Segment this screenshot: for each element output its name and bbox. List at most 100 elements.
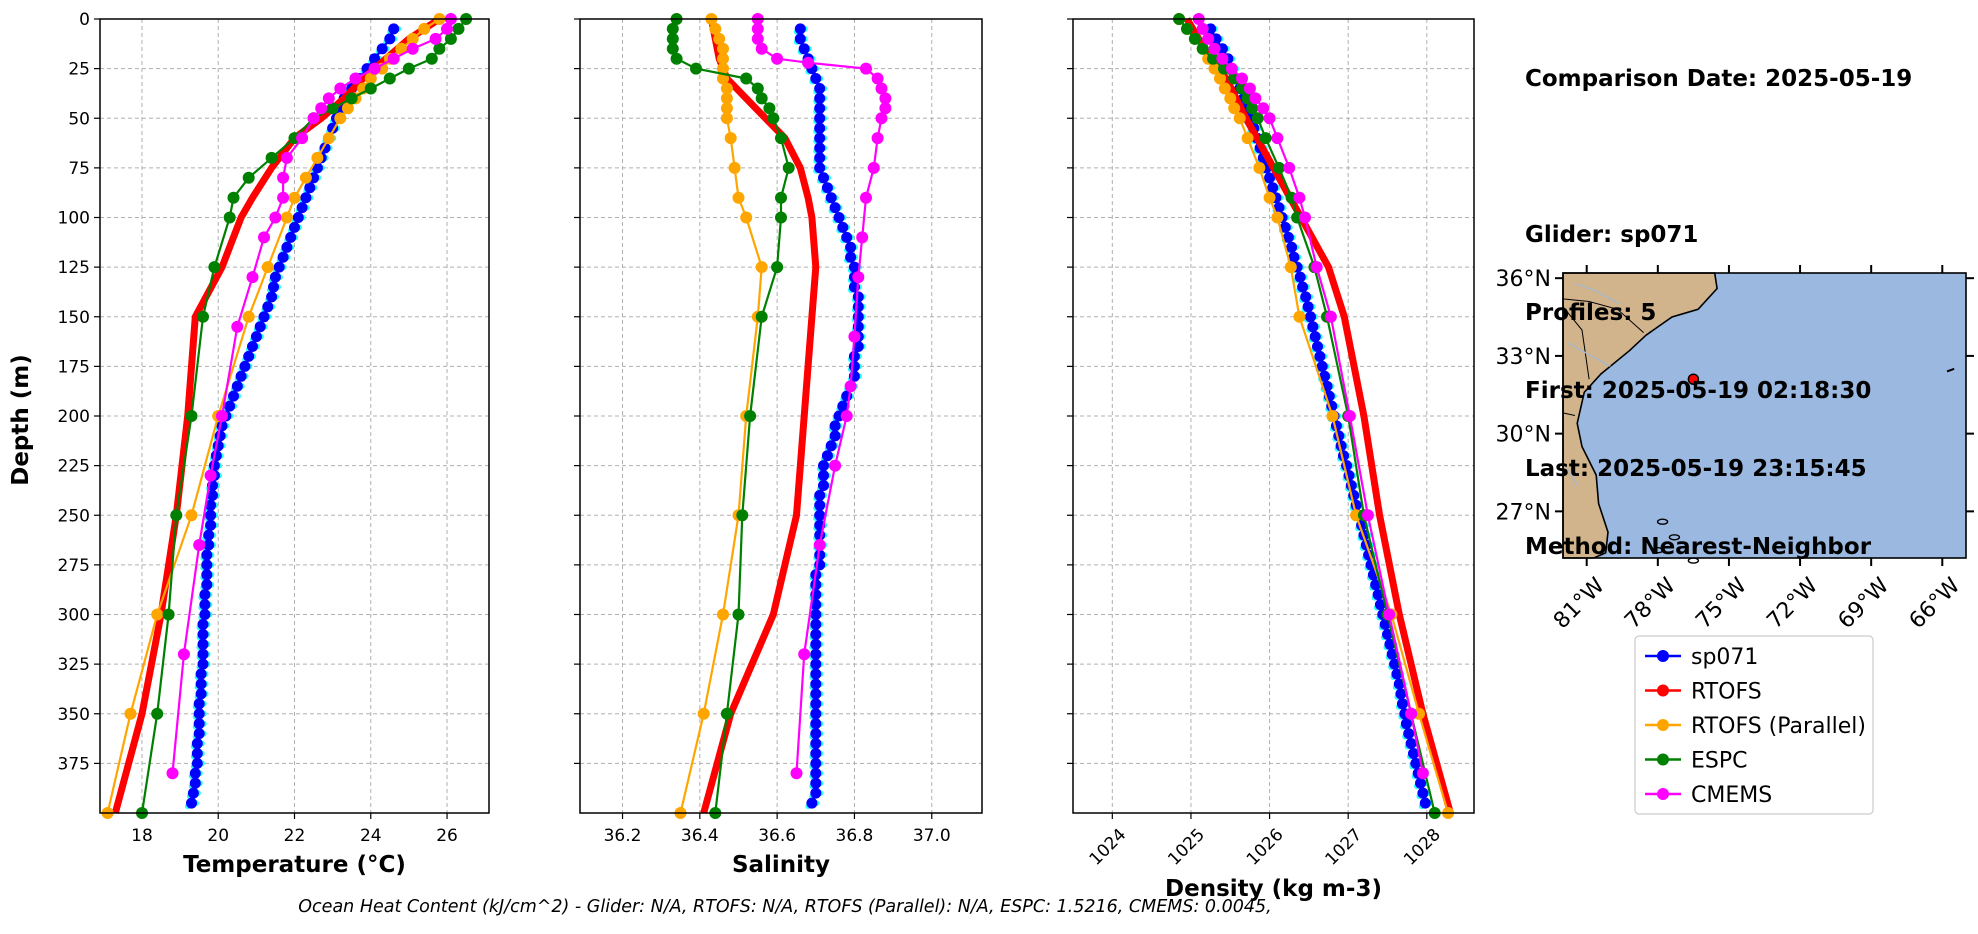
y-tick-label: 300: [58, 606, 90, 626]
data-point: [1302, 301, 1314, 313]
data-point: [810, 728, 822, 740]
series-rtofs-parallel: [674, 13, 768, 819]
axes-frame: [579, 18, 983, 814]
y-tick-label: 175: [58, 357, 90, 377]
data-point: [666, 32, 679, 45]
data-point: [265, 151, 278, 164]
ocean-heat-content-note: Ocean Heat Content (kJ/cm^2) - Glider: N…: [298, 897, 1272, 917]
data-point: [709, 22, 722, 35]
y-tick-label: 25: [68, 60, 90, 80]
data-point: [1410, 757, 1422, 769]
data-point: [406, 42, 419, 55]
data-point: [1196, 22, 1209, 35]
data-point: [717, 42, 729, 55]
data-point: [311, 151, 324, 164]
lon-tick-label: 66°W: [1905, 573, 1966, 634]
data-point: [1326, 410, 1339, 422]
legend-label: RTOFS: [1691, 680, 1762, 705]
data-point: [1400, 718, 1412, 730]
y-tick-label: 275: [58, 556, 90, 576]
data-point: [1314, 350, 1326, 362]
data-point: [1297, 281, 1309, 293]
data-point: [1299, 211, 1311, 224]
data-point: [720, 102, 733, 115]
data-point: [713, 32, 726, 45]
data-point: [720, 112, 733, 125]
data-point: [848, 330, 861, 343]
data-point: [1271, 211, 1284, 224]
data-point: [441, 22, 453, 35]
data-point: [1236, 72, 1248, 85]
data-point: [740, 72, 753, 85]
data-point: [782, 161, 795, 174]
data-point: [195, 678, 207, 690]
y-tick-label: 325: [58, 655, 90, 675]
y-tick-label: 125: [58, 258, 90, 278]
data-point: [227, 191, 240, 204]
data-point: [205, 499, 217, 511]
data-point: [837, 400, 849, 412]
data-point: [814, 162, 826, 174]
data-point: [810, 618, 822, 630]
data-point: [666, 42, 679, 55]
data-point: [304, 182, 316, 194]
data-point: [186, 797, 197, 809]
data-point: [243, 350, 255, 362]
data-point: [1271, 132, 1284, 145]
legend-label: sp071: [1691, 645, 1758, 670]
data-point: [852, 341, 864, 352]
data-point: [231, 380, 243, 392]
data-point: [690, 62, 702, 75]
lat-tick-label: 27°N: [1496, 500, 1551, 525]
data-point: [1273, 161, 1285, 174]
legend-entry-sp071: sp071: [1645, 645, 1758, 670]
data-point: [810, 787, 822, 799]
data-point: [210, 450, 222, 462]
series-line: [1178, 18, 1436, 814]
data-point: [814, 92, 826, 104]
data-point: [732, 191, 745, 204]
data-point: [1312, 341, 1323, 352]
data-point: [1395, 688, 1407, 700]
data-point: [300, 192, 312, 204]
last-time-line: Last: 2025-05-19 23:15:45: [1525, 456, 1867, 482]
data-point: [841, 231, 853, 243]
data-point: [871, 72, 884, 85]
data-point: [197, 310, 209, 323]
legend-box: [1634, 635, 1874, 815]
chart-panel-density: 1024 1025 1026 1027 1028 Density (kg m-3): [1067, 13, 1475, 902]
bermuda-outline: [1946, 367, 1955, 373]
data-point: [197, 618, 209, 630]
x-axis-label: Temperature (°C): [183, 852, 406, 878]
data-point: [697, 707, 710, 720]
series-espc: [666, 13, 795, 819]
data-point: [755, 42, 768, 55]
data-point: [810, 648, 822, 660]
method-line: Method: Nearest-Neighbor: [1525, 534, 1872, 560]
data-point: [268, 281, 279, 293]
data-point: [852, 271, 865, 284]
data-point: [802, 56, 815, 69]
first-time-line: First: 2025-05-19 02:18:30: [1525, 378, 1872, 404]
data-point: [376, 43, 388, 55]
data-point: [821, 182, 833, 194]
legend-label: RTOFS (Parallel): [1691, 714, 1866, 739]
state-border: [1562, 306, 1590, 380]
data-point: [166, 767, 179, 780]
data-point: [775, 132, 787, 145]
data-point: [810, 757, 822, 769]
data-point: [840, 410, 853, 422]
data-point: [193, 728, 205, 740]
state-border: [1562, 298, 1644, 333]
series-line: [171, 18, 452, 774]
data-point: [185, 410, 198, 422]
y-tick-label: 225: [58, 457, 90, 477]
data-point: [1246, 102, 1259, 115]
data-point: [1405, 707, 1418, 720]
data-point: [829, 420, 841, 432]
y-tick-label: 200: [58, 407, 90, 427]
data-point: [848, 261, 860, 273]
data-point: [798, 43, 810, 55]
data-point: [1300, 291, 1312, 303]
